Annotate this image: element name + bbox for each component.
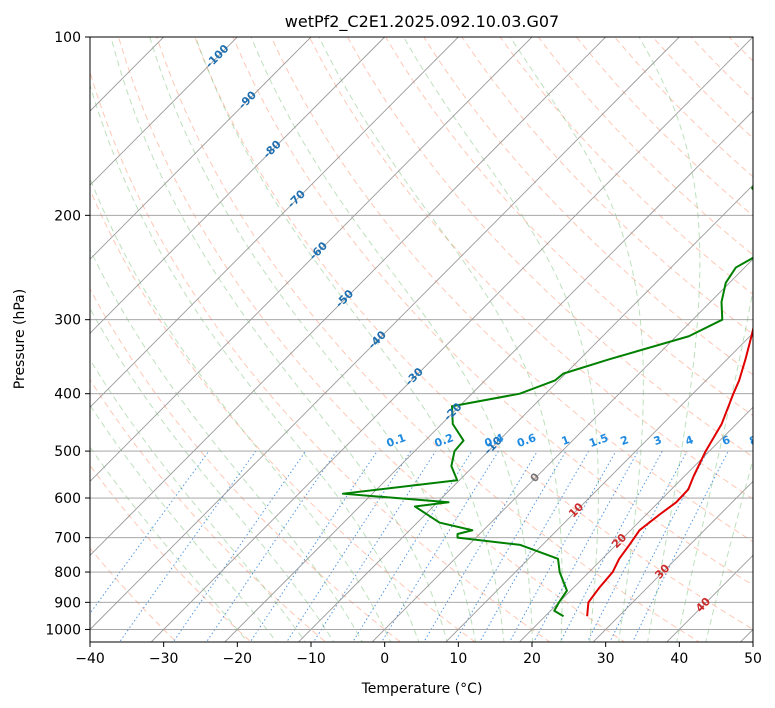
dry-adiabat-line — [156, 37, 701, 642]
isotherm-line — [518, 406, 753, 642]
isotherm-line — [224, 110, 753, 642]
x-tick-label: 10 — [449, 651, 467, 667]
y-tick-label: 100 — [54, 30, 81, 46]
y-tick-label: 700 — [54, 531, 81, 547]
y-tick-label: 600 — [54, 491, 81, 507]
moist-adiabat-line — [318, 37, 563, 642]
moist-adiabat-line — [90, 83, 420, 642]
y-tick-label: 900 — [54, 595, 81, 611]
x-tick-label: 40 — [670, 651, 688, 667]
mixing-ratio-label: 0.1 — [385, 431, 408, 450]
grid-lines — [90, 37, 753, 642]
dry-adiabat-line — [232, 37, 753, 586]
x-tick-label: 30 — [597, 651, 615, 667]
isotherm-line — [90, 37, 533, 482]
mixing-ratio-label: 8 — [748, 433, 760, 448]
dry-adiabat-line — [90, 378, 327, 642]
x-tick-label: 50 — [744, 651, 762, 667]
isotherm-line — [90, 37, 238, 186]
mixing-ratio-label: 0.2 — [433, 431, 456, 450]
y-tick-label: 400 — [54, 387, 81, 403]
y-tick-label: 500 — [54, 444, 81, 460]
dry-adiabat-line — [499, 37, 753, 296]
y-tick-label: 1000 — [45, 622, 81, 638]
isotherm-line — [90, 37, 607, 557]
moist-adiabat-line — [90, 177, 392, 642]
dry-adiabat-line — [194, 37, 753, 631]
mixing-ratio-label: 1.5 — [587, 431, 610, 450]
moist-adiabat-line — [90, 404, 278, 642]
x-axis: −40 −30 −20 −10 0 10 20 30 40 50 — [75, 642, 762, 667]
moist-adiabat-line — [509, 37, 644, 642]
isotherm-line — [90, 37, 312, 260]
x-tick-label: −20 — [223, 651, 253, 667]
moist-adiabat-line — [90, 248, 363, 642]
moist-adiabat-line — [90, 446, 249, 642]
mixing-ratio-label: 3 — [652, 433, 664, 448]
moist-adiabat-line — [90, 307, 335, 642]
dry-adiabat-line — [90, 547, 178, 642]
dry-adiabat-line — [90, 464, 252, 642]
mixing-ratio-label: 0.6 — [515, 431, 538, 450]
y-tick-label: 800 — [54, 565, 81, 581]
dry-adiabat-line — [461, 37, 753, 335]
mixing-ratio-label: 4 — [684, 433, 696, 448]
isotherm-line — [297, 184, 753, 642]
chart-title: wetPf2_C2E1.2025.092.10.03.G07 — [285, 12, 559, 32]
moist-adiabat-line — [402, 37, 599, 642]
plot-frame — [89, 36, 754, 643]
x-tick-label: −10 — [296, 651, 326, 667]
plot-area: -100-90-80-70-60-50-40-30-20-10010203040… — [90, 37, 760, 642]
mixing-ratio-label: 6 — [720, 433, 732, 448]
moist-adiabat-line — [705, 458, 753, 642]
dry-adiabat-line — [308, 37, 753, 500]
isotherm-line — [90, 37, 680, 631]
moist-adiabat-line — [676, 287, 753, 642]
isotherm-line — [150, 37, 753, 642]
mixing-ratio-label: 2 — [619, 433, 631, 448]
y-tick-label: 200 — [54, 208, 81, 224]
x-tick-label: 20 — [523, 651, 541, 667]
x-tick-label: 0 — [380, 651, 389, 667]
isotherm-line — [592, 480, 753, 642]
moist-adiabat-line — [250, 37, 533, 642]
moist-adiabat-line — [638, 37, 701, 642]
isotherm-line — [90, 37, 459, 408]
profile-lines — [341, 185, 753, 618]
moist-adiabat-line — [149, 37, 477, 642]
isotherm-line — [445, 332, 753, 642]
x-axis-label: Temperature (°C) — [361, 681, 483, 697]
temperature-profile-line — [586, 325, 753, 617]
mixing-ratio-label: 0.4 — [483, 431, 506, 450]
y-tick-label: 300 — [54, 313, 81, 329]
dry-adiabat-line — [118, 37, 626, 642]
x-tick-label: −40 — [75, 651, 105, 667]
dry-adiabat-line — [90, 188, 476, 642]
isotherm-line — [90, 37, 386, 334]
x-tick-label: −30 — [149, 651, 179, 667]
dewpoint-profile-line — [341, 185, 753, 618]
mixing-ratio-label: 1 — [560, 433, 572, 448]
isotherm-line — [371, 258, 753, 642]
y-axis: 100 200 300 400 500 600 700 800 900 1000 — [45, 30, 90, 638]
y-axis-label: Pressure (hPa) — [12, 289, 28, 389]
moist-adiabat-line — [90, 358, 306, 642]
